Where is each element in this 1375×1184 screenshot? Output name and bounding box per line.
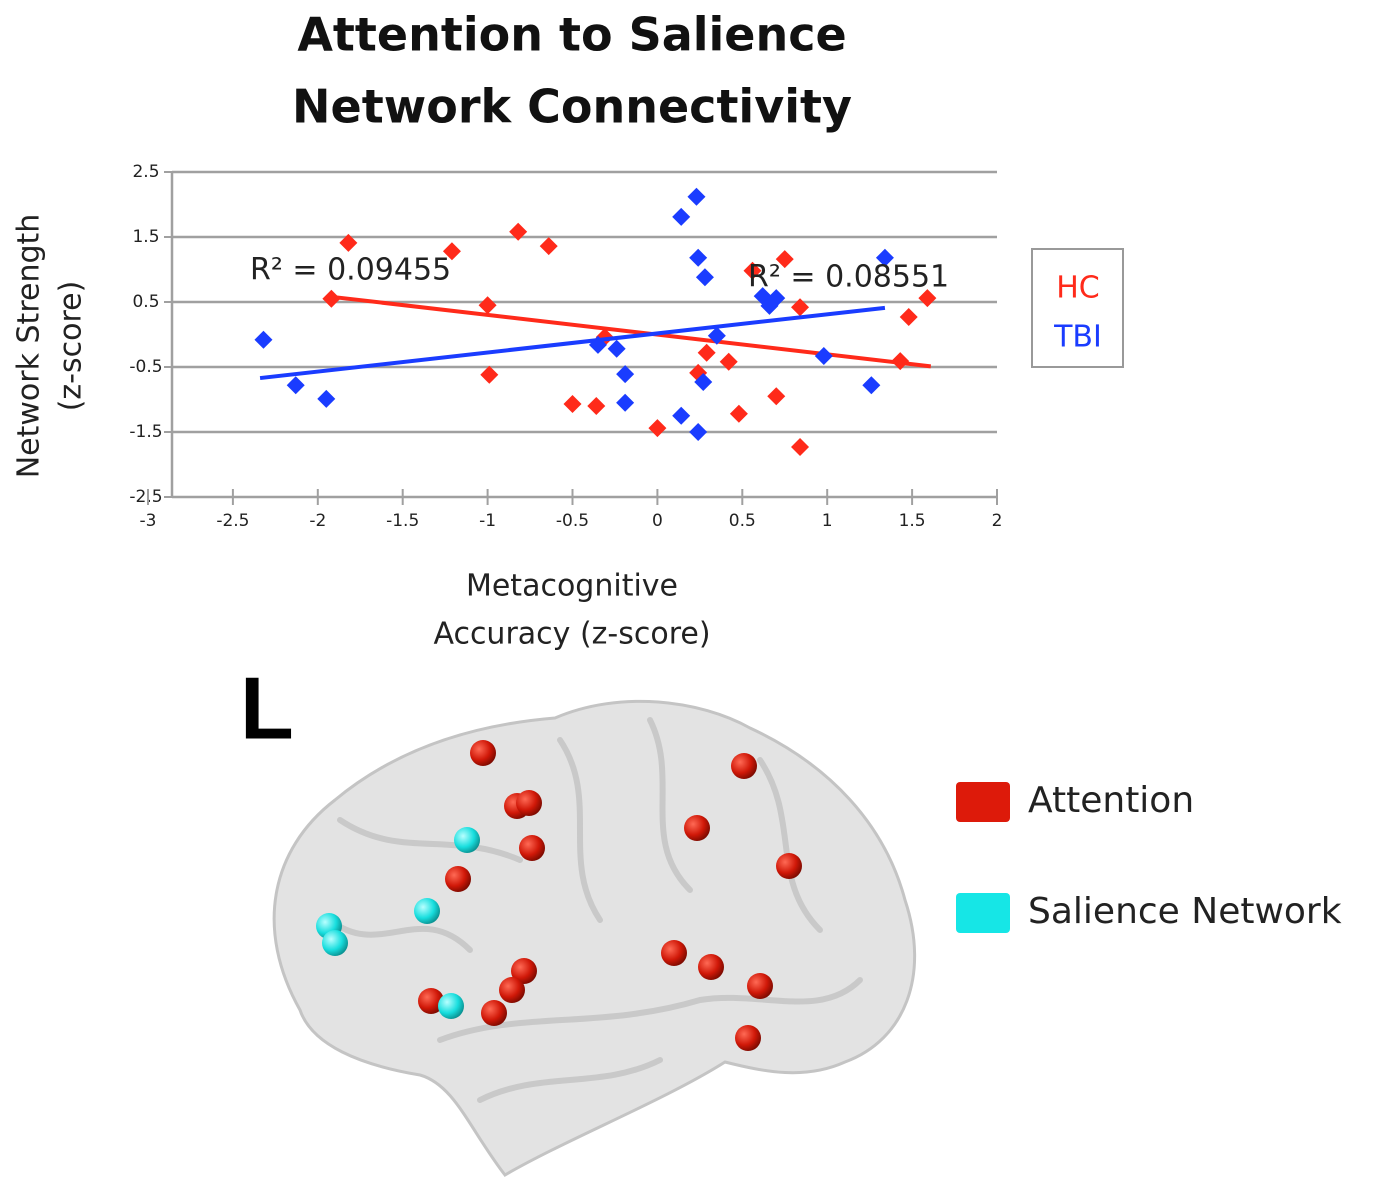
point xyxy=(648,419,666,437)
r-squared-label: R² = 0.08551 xyxy=(748,260,949,295)
legend-label: Salience Network xyxy=(1028,891,1342,932)
y-tick-label: 0.5 xyxy=(132,292,159,312)
point xyxy=(287,376,305,394)
point xyxy=(608,340,626,358)
point xyxy=(815,347,833,365)
x-tick-label: -2.5 xyxy=(216,511,249,531)
legend-swatch xyxy=(956,782,1010,822)
x-tick-label: 1.5 xyxy=(899,511,926,531)
y-tick-label: -0.5 xyxy=(129,357,162,377)
legend-entry: HC xyxy=(1056,271,1100,306)
point xyxy=(587,397,605,415)
x-tick-label: 1 xyxy=(822,511,833,531)
trendline xyxy=(331,297,930,367)
point xyxy=(698,344,716,362)
plot: R² = 0.09455 HC R² = 0.08551 TBI xyxy=(250,188,1102,456)
axis-title-line: (z-score) xyxy=(54,281,89,412)
x-axis-title: Metacognitive Accuracy (z-score) xyxy=(433,569,710,652)
brain xyxy=(274,701,914,1175)
x-tick-label: -0.5 xyxy=(556,511,589,531)
point xyxy=(479,296,497,314)
y-tick-label: -1.5 xyxy=(129,422,162,442)
point xyxy=(696,268,714,286)
title-line: Network Connectivity xyxy=(292,80,852,134)
point xyxy=(254,331,272,349)
x-tick-label: -1 xyxy=(479,511,496,531)
y-tick-label: 1.5 xyxy=(132,227,159,247)
point xyxy=(672,407,690,425)
y-tick-label: 2.5 xyxy=(132,162,159,182)
point xyxy=(689,249,707,267)
point xyxy=(540,237,558,255)
x-tick-label: -1.5 xyxy=(386,511,419,531)
axis-title-line: Accuracy (z-score) xyxy=(433,617,710,652)
figure: Attention to Salience Network Connectivi… xyxy=(0,0,1375,1184)
point xyxy=(564,395,582,413)
point xyxy=(900,308,918,326)
r-squared-label: R² = 0.09455 xyxy=(250,253,451,288)
x-tick-label: -2 xyxy=(309,511,326,531)
x-tick-label: 0 xyxy=(652,511,663,531)
point xyxy=(687,188,705,206)
brain-legend: Attention Salience Network xyxy=(956,780,1342,933)
point xyxy=(689,423,707,441)
point xyxy=(480,366,498,384)
axis-title-line: Network Strength xyxy=(12,214,47,479)
grid: -2.5 -1.5 -0.5 0.5 1.5 2.5 -3 -2.5 -2 -1.5 -1 -0.5 0… xyxy=(129,162,1002,531)
x-tick-label: -3 xyxy=(140,511,157,531)
point xyxy=(791,438,809,456)
axis-title-line: Metacognitive xyxy=(466,569,678,604)
x-tick-label: 2 xyxy=(992,511,1003,531)
legend-swatch xyxy=(956,893,1010,933)
legend-label: Attention xyxy=(1028,780,1194,821)
point xyxy=(862,376,880,394)
point xyxy=(672,208,690,226)
y-axis-title: Network Strength (z-score) xyxy=(12,214,89,479)
point xyxy=(616,394,634,412)
y-tick-label: -2.5 xyxy=(129,487,162,507)
point xyxy=(730,405,748,423)
side-label: L xyxy=(240,658,294,757)
x-tick-label: 0.5 xyxy=(729,511,756,531)
point xyxy=(322,290,340,308)
point xyxy=(767,387,785,405)
legend-entry: TBI xyxy=(1053,320,1102,355)
point xyxy=(317,390,335,408)
title-line: Attention to Salience xyxy=(297,8,846,62)
chart-title: Attention to Salience Network Connectivi… xyxy=(292,8,852,134)
